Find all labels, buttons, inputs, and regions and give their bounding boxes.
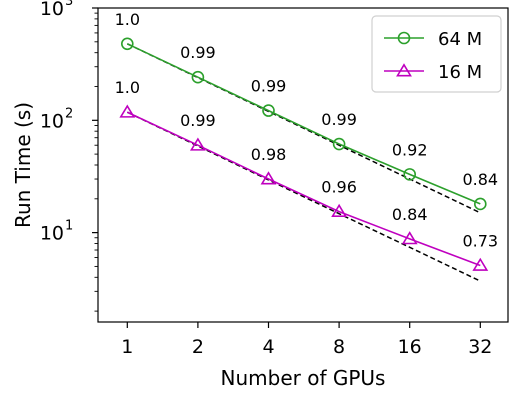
point-16m-4 — [260, 171, 277, 185]
series-line-64m — [126, 43, 481, 205]
label-16m-1: 1.0 — [115, 78, 140, 97]
label-16m-4: 0.98 — [251, 145, 287, 164]
point-64m-8 — [332, 137, 346, 151]
x-tick-label-4: 4 — [262, 336, 274, 358]
y-tick-exponent-100: 2 — [65, 106, 73, 121]
point-16m-16 — [401, 231, 418, 245]
series-line-16m — [126, 111, 481, 267]
x-tick-label-8: 8 — [333, 336, 345, 358]
label-64m-8: 0.99 — [321, 110, 357, 129]
y-tick-label-1000: 10 — [40, 0, 64, 20]
x-tick-label-1: 1 — [121, 336, 133, 358]
series-lines — [126, 43, 481, 267]
y-tick-label-10: 10 — [40, 223, 64, 245]
y-tick-label-100: 10 — [40, 110, 64, 132]
x-tick-label-32: 32 — [468, 336, 492, 358]
point-16m-32 — [472, 257, 489, 271]
point-16m-2 — [189, 137, 206, 151]
x-tick-label-2: 2 — [192, 336, 204, 358]
label-64m-4: 0.99 — [251, 77, 287, 96]
point-64m-4 — [262, 104, 275, 117]
label-64m-2: 0.99 — [180, 43, 216, 62]
point-64m-16 — [403, 168, 417, 181]
point-64m-32 — [474, 197, 487, 211]
label-16m-16: 0.84 — [392, 205, 428, 224]
legend-box — [371, 15, 502, 93]
legend-marker-16m — [396, 63, 412, 77]
label-64m-32: 0.84 — [462, 170, 498, 189]
point-16m-1 — [119, 104, 136, 118]
y-axis-title: Run Time (s) — [11, 102, 35, 228]
label-16m-2: 0.99 — [180, 111, 216, 130]
label-16m-32: 0.73 — [462, 231, 498, 250]
label-64m-1: 1.0 — [115, 10, 140, 29]
legend-marker-64m — [397, 31, 411, 45]
series-markers — [119, 37, 489, 271]
legend: 64 M 16 M — [371, 15, 502, 93]
y-tick-exponent-10: 1 — [65, 219, 73, 234]
efficiency-labels: 1.0 0.99 0.99 0.99 0.92 0.84 1.0 0.99 0.98 0.96 0.… — [115, 10, 499, 251]
point-64m-1 — [121, 37, 134, 51]
x-tick-label-16: 16 — [398, 336, 422, 358]
point-64m-2 — [191, 70, 205, 84]
legend-label-64m: 64 M — [438, 29, 482, 50]
legend-label-16m: 16 M — [438, 62, 482, 83]
label-64m-16: 0.92 — [392, 140, 428, 159]
y-tick-exponent-1000: 3 — [65, 0, 73, 9]
point-16m-8 — [331, 203, 348, 218]
label-16m-8: 0.96 — [321, 178, 357, 197]
x-axis-title: Number of GPUs — [221, 366, 386, 390]
